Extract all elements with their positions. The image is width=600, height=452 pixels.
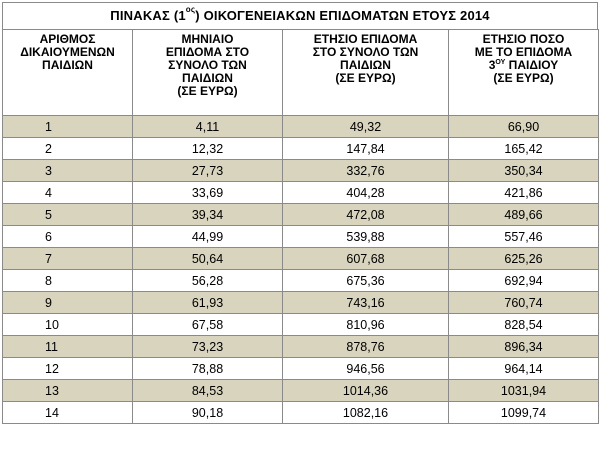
- table-row: 4 33,69 404,28 421,86: [2, 181, 599, 204]
- cell-monthly-allowance: 50,64: [132, 247, 283, 270]
- cell-annual-third-child: 1099,74: [448, 401, 599, 424]
- cell-monthly-allowance: 33,69: [132, 181, 283, 204]
- cell-annual-allowance: 1082,16: [282, 401, 449, 424]
- table-row: 10 67,58 810,96 828,54: [2, 313, 599, 336]
- cell-annual-third-child: 1031,94: [448, 379, 599, 402]
- cell-children-count: 4: [2, 181, 133, 204]
- cell-children-count: 9: [2, 291, 133, 314]
- cell-children-count: 12: [2, 357, 133, 380]
- cell-annual-third-child: 625,26: [448, 247, 599, 270]
- table-row: 1 4,11 49,32 66,90: [2, 115, 599, 138]
- cell-annual-allowance: 810,96: [282, 313, 449, 336]
- cell-children-count: 11: [2, 335, 133, 358]
- header-monthly-allowance: ΜΗΝΙΑΙΟ ΕΠΙΔΟΜΑ ΣΤΟ ΣΥΝΟΛΟ ΤΩΝ ΠΑΙΔΙΩΝ (…: [132, 29, 283, 116]
- cell-children-count: 3: [2, 159, 133, 182]
- cell-annual-allowance: 49,32: [282, 115, 449, 138]
- cell-annual-third-child: 489,66: [448, 203, 599, 226]
- cell-children-count: 10: [2, 313, 133, 336]
- cell-children-count: 8: [2, 269, 133, 292]
- header-row: ΑΡΙΘΜΟΣ ΔΙΚΑΙΟΥΜΕΝΩΝ ΠΑΙΔΙΩΝ ΜΗΝΙΑΙΟ ΕΠΙ…: [2, 29, 599, 116]
- cell-annual-allowance: 1014,36: [282, 379, 449, 402]
- cell-annual-third-child: 66,90: [448, 115, 599, 138]
- table-row: 13 84,53 1014,36 1031,94: [2, 379, 599, 402]
- table-title: ΠΙΝΑΚΑΣ (1ος) ΟΙΚΟΓΕΝΕΙΑΚΩΝ ΕΠΙΔΟΜΑΤΩΝ Ε…: [2, 2, 598, 29]
- cell-annual-allowance: 332,76: [282, 159, 449, 182]
- cell-annual-third-child: 964,14: [448, 357, 599, 380]
- allowance-table: ΑΡΙΘΜΟΣ ΔΙΚΑΙΟΥΜΕΝΩΝ ΠΑΙΔΙΩΝ ΜΗΝΙΑΙΟ ΕΠΙ…: [2, 29, 599, 424]
- cell-annual-allowance: 404,28: [282, 181, 449, 204]
- table-row: 2 12,32 147,84 165,42: [2, 137, 599, 160]
- cell-monthly-allowance: 27,73: [132, 159, 283, 182]
- header-annual-allowance: ΕΤΗΣΙΟ ΕΠΙΔΟΜΑ ΣΤΟ ΣΥΝΟΛΟ ΤΩΝ ΠΑΙΔΙΩΝ (Σ…: [282, 29, 449, 116]
- cell-children-count: 13: [2, 379, 133, 402]
- cell-monthly-allowance: 84,53: [132, 379, 283, 402]
- table-row: 5 39,34 472,08 489,66: [2, 203, 599, 226]
- cell-annual-third-child: 165,42: [448, 137, 599, 160]
- header-annual-third-child: ΕΤΗΣΙΟ ΠΟΣΟ ΜΕ ΤΟ ΕΠΙΔΟΜΑ 3ΟΥ ΠΑΙΔΙΟΥ (Σ…: [448, 29, 599, 116]
- cell-children-count: 1: [2, 115, 133, 138]
- table-row: 14 90,18 1082,16 1099,74: [2, 401, 599, 424]
- cell-monthly-allowance: 56,28: [132, 269, 283, 292]
- cell-annual-allowance: 472,08: [282, 203, 449, 226]
- cell-annual-allowance: 946,56: [282, 357, 449, 380]
- cell-children-count: 14: [2, 401, 133, 424]
- cell-monthly-allowance: 67,58: [132, 313, 283, 336]
- table-row: 7 50,64 607,68 625,26: [2, 247, 599, 270]
- cell-children-count: 2: [2, 137, 133, 160]
- table-row: 3 27,73 332,76 350,34: [2, 159, 599, 182]
- cell-monthly-allowance: 90,18: [132, 401, 283, 424]
- cell-children-count: 5: [2, 203, 133, 226]
- cell-annual-third-child: 421,86: [448, 181, 599, 204]
- cell-annual-third-child: 350,34: [448, 159, 599, 182]
- table-row: 11 73,23 878,76 896,34: [2, 335, 599, 358]
- cell-monthly-allowance: 44,99: [132, 225, 283, 248]
- cell-monthly-allowance: 12,32: [132, 137, 283, 160]
- cell-annual-third-child: 896,34: [448, 335, 599, 358]
- cell-monthly-allowance: 73,23: [132, 335, 283, 358]
- cell-annual-third-child: 828,54: [448, 313, 599, 336]
- cell-monthly-allowance: 4,11: [132, 115, 283, 138]
- cell-annual-allowance: 878,76: [282, 335, 449, 358]
- table-row: 8 56,28 675,36 692,94: [2, 269, 599, 292]
- cell-monthly-allowance: 78,88: [132, 357, 283, 380]
- cell-annual-third-child: 760,74: [448, 291, 599, 314]
- table-row: 12 78,88 946,56 964,14: [2, 357, 599, 380]
- table-row: 6 44,99 539,88 557,46: [2, 225, 599, 248]
- cell-annual-allowance: 607,68: [282, 247, 449, 270]
- table-row: 9 61,93 743,16 760,74: [2, 291, 599, 314]
- cell-monthly-allowance: 61,93: [132, 291, 283, 314]
- cell-annual-allowance: 539,88: [282, 225, 449, 248]
- cell-children-count: 6: [2, 225, 133, 248]
- cell-annual-allowance: 743,16: [282, 291, 449, 314]
- header-children-count: ΑΡΙΘΜΟΣ ΔΙΚΑΙΟΥΜΕΝΩΝ ΠΑΙΔΙΩΝ: [2, 29, 133, 116]
- cell-annual-third-child: 557,46: [448, 225, 599, 248]
- cell-monthly-allowance: 39,34: [132, 203, 283, 226]
- title-superscript: ος: [185, 5, 196, 14]
- cell-annual-allowance: 147,84: [282, 137, 449, 160]
- cell-children-count: 7: [2, 247, 133, 270]
- cell-annual-allowance: 675,36: [282, 269, 449, 292]
- cell-annual-third-child: 692,94: [448, 269, 599, 292]
